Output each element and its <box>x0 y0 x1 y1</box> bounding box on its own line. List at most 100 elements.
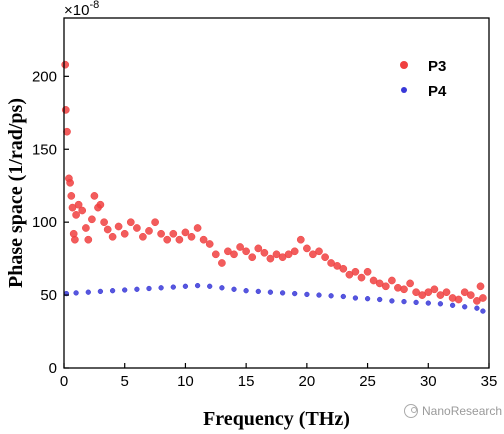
data-point-p3 <box>126 218 135 227</box>
data-point-p3 <box>96 200 105 209</box>
data-point-p3 <box>88 215 96 224</box>
y-tick-label: 150 <box>32 141 57 158</box>
data-point-p3 <box>296 235 305 244</box>
data-point-p3 <box>84 235 93 244</box>
data-point-p4 <box>267 289 274 295</box>
data-point-p3 <box>151 218 159 227</box>
data-point-p4 <box>413 299 419 306</box>
data-point-p4 <box>279 290 286 296</box>
data-point-p3 <box>303 244 311 253</box>
data-point-p3 <box>284 250 293 259</box>
data-point-p3 <box>400 285 408 294</box>
data-point-p3 <box>169 229 178 238</box>
legend-marker-p3 <box>400 61 408 69</box>
data-point-p3 <box>406 279 414 288</box>
chart-legend: P3 P4 <box>400 58 447 100</box>
data-point-p4 <box>219 285 225 291</box>
y-axis-label: Phase space (1/rad/ps) <box>5 98 27 288</box>
data-point-p3 <box>108 232 117 241</box>
data-point-p3 <box>260 248 269 257</box>
data-point-p4 <box>97 288 104 295</box>
x-tick-label: 0 <box>60 373 68 390</box>
data-point-p4 <box>316 292 322 298</box>
data-point-p4 <box>158 285 164 291</box>
watermark: NanoResearch <box>404 404 502 418</box>
data-point-p4 <box>364 296 371 302</box>
data-point-p3 <box>61 106 70 114</box>
data-point-p3 <box>248 253 257 262</box>
data-point-p3 <box>175 235 184 244</box>
data-point-p4 <box>243 288 249 294</box>
x-tick-label: 5 <box>121 373 129 390</box>
data-point-p4 <box>134 286 140 292</box>
y-multiplier-base: ×10 <box>64 2 89 19</box>
data-point-p3 <box>78 206 87 215</box>
y-axis-ticks: 0 50 100 150 200 <box>32 68 69 377</box>
legend-label-p4: P4 <box>428 83 447 100</box>
data-point-p3 <box>230 250 238 259</box>
data-point-p4 <box>389 298 395 304</box>
data-point-p3 <box>103 225 112 234</box>
y-tick-label: 100 <box>32 214 57 231</box>
data-point-p3 <box>454 295 463 304</box>
data-point-p3 <box>199 235 208 244</box>
data-point-p4 <box>401 298 407 305</box>
data-point-p4 <box>480 308 486 314</box>
data-point-p3 <box>466 291 475 299</box>
data-point-p3 <box>236 243 244 251</box>
data-point-p4 <box>207 283 213 289</box>
data-point-p3 <box>205 240 214 248</box>
data-point-p3 <box>476 282 485 291</box>
data-point-p4 <box>182 283 189 289</box>
data-point-p3 <box>187 232 196 241</box>
y-axis-multiplier: ×10-8 <box>64 0 99 19</box>
wechat-icon <box>404 404 418 418</box>
data-point-p4 <box>377 296 383 303</box>
x-axis-label: Frequency (THz) <box>203 408 350 430</box>
data-point-p3 <box>74 200 83 209</box>
data-point-p3 <box>157 229 165 238</box>
data-point-p3 <box>139 232 147 241</box>
data-point-p4 <box>255 288 261 295</box>
data-point-p4 <box>340 293 346 300</box>
data-point-p3 <box>363 267 372 276</box>
data-point-p4 <box>292 290 298 297</box>
y-multiplier-exponent: -8 <box>89 0 99 11</box>
x-tick-label: 10 <box>177 373 194 390</box>
series-p4-points <box>63 282 486 314</box>
data-point-p3 <box>321 253 329 262</box>
data-point-p3 <box>254 244 263 253</box>
plot-frame <box>63 17 490 369</box>
x-tick-label: 35 <box>481 373 498 390</box>
data-point-p4 <box>194 282 201 289</box>
data-point-p3 <box>71 235 79 244</box>
x-tick-label: 25 <box>359 373 376 390</box>
data-point-p4 <box>474 305 480 311</box>
data-point-p3 <box>309 250 317 259</box>
data-point-p3 <box>430 285 439 294</box>
data-point-p3 <box>114 222 123 231</box>
data-point-p3 <box>242 247 250 256</box>
data-point-p3 <box>100 218 108 227</box>
data-point-p3 <box>290 247 299 256</box>
series-p3-points <box>61 60 487 305</box>
data-point-p4 <box>109 288 116 294</box>
data-point-p3 <box>442 288 451 297</box>
y-tick-label: 200 <box>32 68 57 85</box>
data-point-p3 <box>224 247 232 256</box>
data-point-p3 <box>339 264 348 273</box>
x-tick-label: 15 <box>238 373 255 390</box>
data-point-p3 <box>67 192 76 200</box>
watermark-text: NanoResearch <box>422 404 503 418</box>
data-point-p4 <box>449 302 456 308</box>
x-tick-label: 30 <box>420 373 437 390</box>
data-point-p3 <box>133 224 141 232</box>
data-point-p3 <box>315 247 323 256</box>
data-point-p4 <box>352 295 359 301</box>
data-point-p3 <box>211 250 220 259</box>
data-point-p4 <box>85 289 91 295</box>
y-tick-label: 0 <box>49 360 57 377</box>
x-axis-ticks: 0 5 10 15 20 25 30 35 <box>60 363 498 390</box>
legend-label-p3: P3 <box>428 58 446 75</box>
